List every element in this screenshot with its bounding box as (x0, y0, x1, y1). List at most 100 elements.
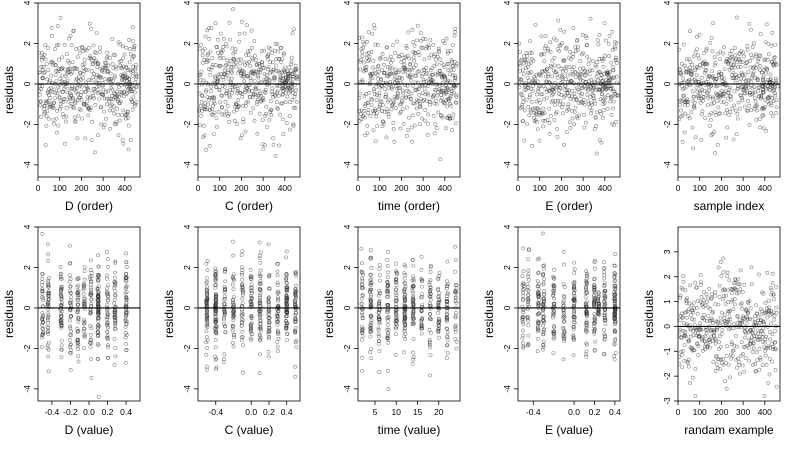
data-point (696, 344, 701, 349)
data-point (454, 64, 459, 69)
data-point (453, 26, 458, 31)
data-point (612, 357, 617, 362)
data-point (521, 99, 526, 104)
data-point (40, 345, 44, 349)
data-point (521, 310, 526, 315)
data-point (222, 315, 226, 320)
data-point (370, 31, 375, 36)
data-point (240, 282, 245, 287)
data-point (258, 291, 263, 296)
data-point (127, 60, 132, 65)
data-point (73, 119, 78, 123)
data-point (278, 76, 283, 81)
data-point (386, 309, 391, 314)
data-point (718, 367, 723, 372)
data-point (40, 289, 45, 294)
data-point (410, 278, 415, 283)
data-point (590, 92, 595, 97)
data-point (578, 59, 583, 63)
data-point (408, 72, 413, 77)
data-point (198, 72, 203, 77)
data-point (371, 128, 376, 133)
data-point (101, 92, 105, 97)
data-point (257, 89, 262, 93)
data-point (285, 77, 290, 81)
data-point (718, 95, 722, 99)
data-point (294, 345, 299, 350)
data-point (88, 308, 93, 313)
y-tick-label: 2 (342, 265, 352, 270)
data-point (50, 81, 55, 86)
data-point (222, 296, 227, 301)
data-point (205, 95, 210, 100)
data-point (288, 100, 293, 105)
data-point (118, 63, 123, 68)
x-tick-label: 0.4 (609, 407, 621, 417)
data-point (120, 44, 125, 49)
data-point (370, 76, 374, 81)
data-point (274, 100, 279, 105)
data-point (695, 311, 700, 316)
data-point (570, 72, 575, 77)
data-point (67, 338, 72, 342)
data-point (410, 361, 415, 366)
data-point (705, 103, 710, 108)
data-point (373, 68, 378, 73)
data-point (523, 58, 528, 62)
data-point (68, 343, 73, 347)
data-point (613, 271, 617, 276)
x-tick-label: 300 (576, 183, 590, 193)
data-point (682, 343, 687, 348)
data-point (417, 122, 422, 127)
data-point (106, 321, 110, 326)
data-point (563, 88, 568, 92)
data-point (89, 326, 94, 331)
data-point (732, 65, 737, 70)
data-point (46, 331, 51, 336)
data-point (82, 333, 86, 338)
data-point (414, 73, 419, 78)
data-point (213, 302, 218, 307)
data-point (573, 45, 578, 50)
data-point (727, 52, 732, 56)
data-point (43, 57, 48, 62)
plot-frame (357, 226, 461, 402)
data-point (435, 93, 440, 98)
data-point (96, 313, 101, 318)
data-point (453, 329, 458, 334)
data-point (263, 112, 268, 116)
x-tick-label: 0 (356, 183, 361, 193)
data-point (560, 69, 565, 74)
data-point (88, 340, 93, 345)
data-point (595, 110, 599, 115)
y-axis-title: residuals (642, 66, 656, 114)
data-point (714, 84, 719, 89)
data-point (572, 320, 577, 325)
data-point (365, 39, 369, 44)
data-point (113, 281, 118, 285)
data-point (385, 368, 390, 373)
data-point (688, 60, 693, 65)
data-point (370, 97, 375, 102)
data-point (692, 94, 697, 99)
y-axis-title: residuals (322, 66, 336, 114)
data-point (419, 317, 424, 322)
data-point (88, 332, 93, 337)
data-point (436, 287, 440, 292)
data-point (518, 63, 523, 68)
data-point (612, 89, 617, 94)
data-point (536, 327, 541, 332)
data-point (585, 54, 590, 59)
data-point (411, 294, 416, 299)
data-point (75, 338, 80, 343)
data-point (105, 330, 110, 334)
data-point (411, 291, 416, 296)
data-point (68, 291, 73, 296)
data-point (365, 110, 370, 115)
data-point (55, 91, 60, 96)
data-point (568, 126, 573, 130)
data-point (701, 98, 705, 103)
data-point (41, 76, 45, 80)
